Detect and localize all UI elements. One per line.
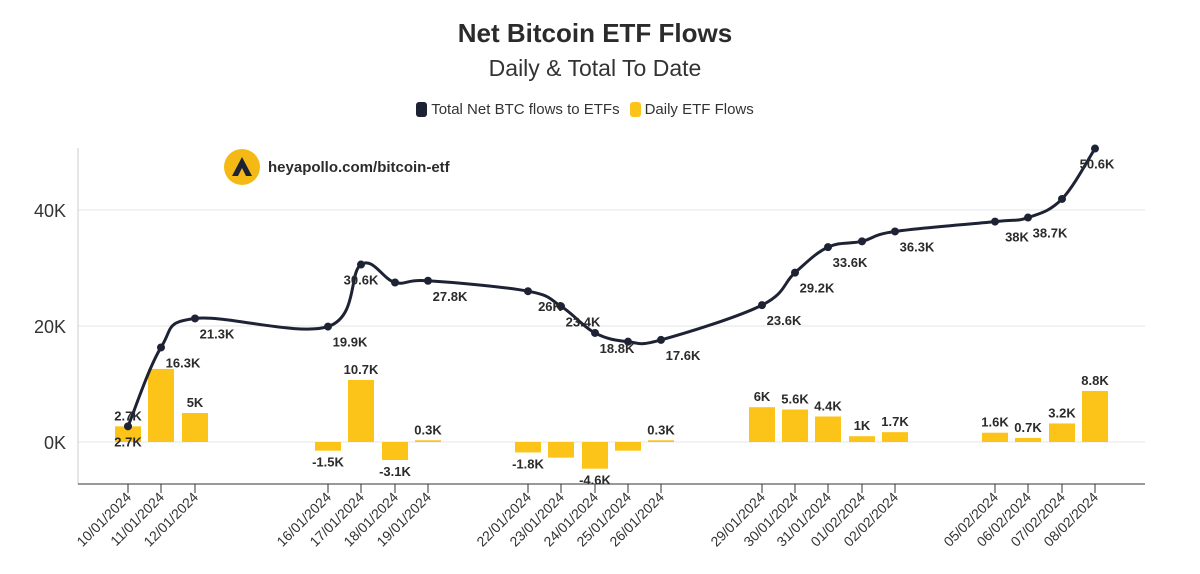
legend-label-total: Total Net BTC flows to ETFs (431, 101, 620, 118)
total-flow-point (191, 314, 199, 323)
daily-flow-bar (615, 442, 641, 451)
daily-flow-bar (548, 442, 574, 458)
total-flow-point (1091, 144, 1099, 153)
daily-flow-label: 6K (754, 389, 771, 404)
daily-flow-label: 0.3K (414, 422, 442, 437)
total-flow-label: 2.7K (114, 434, 142, 449)
total-flow-label: 19.9K (333, 335, 368, 350)
total-flow-point (524, 287, 532, 296)
daily-flow-bar (648, 440, 674, 442)
total-flow-point (858, 237, 866, 246)
daily-flow-bar (582, 442, 608, 469)
legend-item-total[interactable]: Total Net BTC flows to ETFs (416, 101, 620, 118)
daily-flow-label: 3.2K (1048, 405, 1076, 420)
daily-flow-label: 0.3K (647, 422, 675, 437)
y-tick-label: 20K (34, 317, 66, 337)
legend-item-daily[interactable]: Daily ETF Flows (629, 101, 754, 118)
chart-title: Net Bitcoin ETF Flows (457, 18, 733, 48)
total-flow-point (991, 217, 999, 226)
daily-flow-bar (1015, 437, 1041, 442)
total-flow-point (624, 337, 632, 346)
daily-flow-label: 2.7K (114, 408, 142, 423)
daily-flow-bar (182, 413, 208, 442)
daily-flow-label: 10.7K (344, 362, 379, 377)
daily-flow-bar (982, 432, 1008, 442)
daily-flow-label: -1.8K (512, 456, 544, 471)
legend-swatch-daily (629, 102, 641, 117)
daily-flow-bar (882, 432, 908, 442)
daily-flow-bar (815, 416, 841, 442)
daily-flow-label: 5K (187, 395, 204, 410)
total-flow-label: 16.3K (166, 355, 201, 370)
total-flow-point (391, 278, 399, 287)
total-flow-label: 21.3K (200, 326, 235, 341)
total-flow-label: 38.7K (1033, 226, 1068, 241)
daily-flow-label: 5.6K (781, 392, 809, 407)
daily-flow-bar (348, 379, 374, 442)
total-flow-label: 36.3K (900, 239, 935, 254)
daily-flow-bar (849, 436, 875, 442)
total-flow-line (126, 147, 1097, 427)
total-flow-point (657, 335, 665, 344)
total-flow-point (791, 268, 799, 277)
chart-subtitle: Daily & Total To Date (488, 55, 702, 81)
total-flow-point (557, 302, 565, 311)
daily-flow-bar (315, 442, 341, 451)
watermark: heyapollo.com/bitcoin-etf (224, 149, 450, 185)
total-flow-label: 29.2K (800, 281, 835, 296)
daily-flow-bar (749, 407, 775, 442)
legend-swatch-total (416, 102, 428, 117)
daily-flow-bar (115, 426, 141, 442)
total-flow-point (591, 328, 599, 337)
daily-flow-label: 8.8K (1081, 373, 1109, 388)
daily-flow-label: -1.5K (312, 455, 344, 470)
total-flow-label: 50.6K (1080, 157, 1115, 172)
total-flow-point (891, 227, 899, 236)
total-flow-label: 17.6K (666, 348, 701, 363)
legend: Total Net BTC flows to ETFs Daily ETF Fl… (0, 101, 1170, 118)
total-flow-point (1058, 194, 1066, 203)
watermark-text: heyapollo.com/bitcoin-etf (268, 158, 450, 176)
total-flow-label: 33.6K (833, 255, 868, 270)
daily-flow-bar (1049, 423, 1075, 442)
total-flow-point (1024, 213, 1032, 222)
total-flow-label: 26K (538, 299, 562, 314)
daily-flow-bar (515, 442, 541, 453)
total-flow-label: 23.6K (767, 313, 802, 328)
daily-flow-label: 1.7K (881, 414, 909, 429)
y-tick-label: 40K (34, 201, 66, 221)
daily-flow-label: 1.6K (981, 415, 1009, 430)
total-flow-point (124, 422, 132, 431)
total-flow-point (424, 276, 432, 285)
daily-flow-bar (415, 440, 441, 442)
daily-flow-bar (148, 368, 174, 442)
daily-flow-bar (1082, 390, 1108, 442)
legend-label-daily: Daily ETF Flows (644, 101, 754, 118)
daily-flow-label: 1K (854, 418, 871, 433)
total-flow-label: 30.6K (344, 273, 379, 288)
daily-flow-bar (782, 409, 808, 442)
daily-flow-label: -4.6K (579, 473, 611, 488)
total-flow-label: 27.8K (433, 289, 468, 304)
total-flow-point (758, 301, 766, 310)
daily-flow-label: 4.4K (814, 398, 842, 413)
apollo-logo-icon (224, 149, 260, 185)
total-flow-point (824, 243, 832, 252)
total-flow-point (357, 260, 365, 269)
total-flow-point (157, 343, 165, 352)
total-flow-label: 23.4K (566, 314, 601, 329)
daily-flow-bar (382, 442, 408, 460)
total-flow-label: 38K (1005, 230, 1029, 245)
y-tick-label: 0K (44, 433, 66, 453)
daily-flow-label: -3.1K (379, 464, 411, 479)
total-flow-point (324, 322, 332, 331)
total-flow-label: 18.8K (600, 341, 635, 356)
daily-flow-label: 0.7K (1014, 420, 1042, 435)
